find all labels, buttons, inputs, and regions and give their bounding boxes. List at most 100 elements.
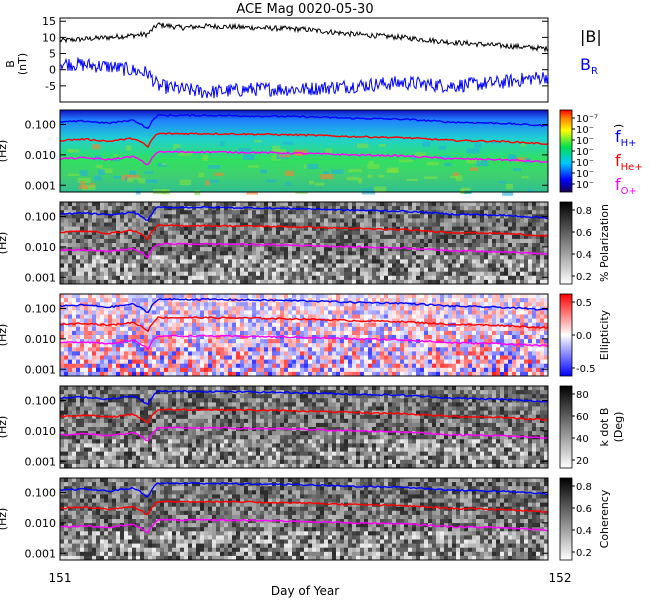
heatmap-cell [228, 218, 233, 223]
heatmap-cell [140, 326, 145, 332]
heatmap-cell [256, 318, 261, 323]
heatmap-cell [452, 339, 457, 344]
heatmap-cell [260, 359, 265, 364]
heatmap-cell [180, 355, 185, 360]
heatmap-cell [200, 302, 205, 307]
heatmap-cell [272, 351, 277, 356]
y-tick-label: 0.010 [25, 149, 57, 162]
heatmap-cell [324, 351, 329, 356]
heatmap-cell [468, 310, 473, 315]
heatmap-cell [176, 230, 181, 236]
heatmap-cell [512, 230, 517, 236]
heatmap-cell [236, 351, 241, 356]
heatmap-cell [248, 310, 253, 315]
heatmap-cell [472, 314, 477, 319]
heatmap-cell [432, 367, 437, 373]
heatmap-cell [144, 171, 154, 174]
heatmap-cell [228, 318, 233, 323]
heatmap-cell [256, 255, 261, 260]
heatmap-cell [344, 294, 349, 299]
heatmap-cell [300, 318, 305, 323]
heatmap-cell [220, 222, 225, 227]
heatmap-cell [320, 279, 325, 285]
heatmap-cell [504, 363, 509, 369]
heatmap-cell [528, 243, 533, 248]
heatmap-cell [356, 347, 361, 352]
heatmap-cell [448, 339, 453, 344]
heatmap-cell [212, 218, 217, 223]
heatmap-cell [344, 234, 349, 240]
heatmap-cell [184, 314, 189, 319]
heatmap-cell [384, 279, 389, 285]
heatmap-cell [60, 347, 65, 352]
heatmap-cell [460, 218, 465, 223]
heatmap-cell [256, 363, 261, 369]
heatmap-cell [280, 294, 285, 299]
heatmap-cell [340, 230, 345, 236]
heatmap-cell [280, 326, 285, 332]
heatmap-cell [344, 343, 349, 348]
heatmap-cell [492, 335, 497, 340]
heatmap-cell [396, 294, 401, 299]
heatmap-cell [176, 339, 181, 344]
heatmap-cell [520, 218, 525, 223]
heatmap-cell [424, 267, 429, 272]
heatmap-cell [192, 294, 197, 299]
heatmap-cell [336, 222, 341, 227]
heatmap-cell [304, 247, 309, 252]
heatmap-cell [240, 214, 245, 219]
heatmap-cell [504, 230, 509, 236]
heatmap-cell [216, 230, 221, 236]
heatmap-cell [496, 371, 501, 377]
heatmap-cell [380, 206, 385, 211]
heatmap-cell [84, 275, 89, 281]
heatmap-cell [116, 310, 121, 315]
heatmap-cell [168, 255, 173, 260]
heatmap-cell [92, 347, 97, 352]
heatmap-cell [320, 251, 325, 256]
heatmap-cell [244, 343, 249, 348]
heatmap-cell [256, 339, 261, 344]
heatmap-cell [328, 271, 333, 277]
heatmap-cell [344, 251, 349, 256]
heatmap-cell [108, 210, 113, 215]
heatmap-cell [436, 238, 441, 244]
heatmap-cell [244, 318, 249, 323]
heatmap-cell [488, 279, 493, 285]
heatmap-cell [436, 247, 441, 252]
heatmap-cell [292, 259, 297, 264]
heatmap-cell [284, 302, 289, 307]
heatmap-cell [100, 314, 105, 319]
heatmap-cell [204, 243, 209, 248]
heatmap-cell [480, 314, 485, 319]
heatmap-cell [332, 298, 337, 303]
heatmap-cell [268, 355, 273, 360]
heatmap-cell [312, 347, 317, 352]
heatmap-cell [384, 234, 389, 240]
heatmap-cell [376, 218, 381, 223]
heatmap-cell [360, 267, 365, 272]
heatmap-cell [440, 367, 445, 373]
heatmap-cell [240, 275, 245, 281]
heatmap-cell [472, 326, 477, 332]
heatmap-cell [248, 318, 253, 323]
heatmap-cell [228, 247, 233, 252]
heatmap-cell [396, 255, 401, 260]
heatmap-cell [204, 255, 209, 260]
heatmap-cell [116, 263, 121, 268]
heatmap-cell [392, 251, 397, 256]
heatmap-cell [348, 359, 353, 364]
heatmap-cell [216, 347, 221, 352]
heatmap-cell [340, 298, 345, 303]
heatmap-cell [68, 367, 73, 373]
panel-power: 0.1000.0100.001(Hz)10⁻⁷10⁻10⁻10⁻10⁻10⁻10… [0, 109, 625, 196]
heatmap-cell [304, 226, 309, 231]
colorbar-label: ) [612, 124, 625, 128]
heatmap-cell [96, 218, 101, 223]
heatmap-cell [164, 230, 169, 236]
heatmap-cell [292, 294, 297, 299]
heatmap-cell [92, 330, 97, 336]
heatmap-cell [232, 226, 237, 231]
heatmap-cell [256, 214, 261, 219]
heatmap-cell [96, 267, 101, 272]
